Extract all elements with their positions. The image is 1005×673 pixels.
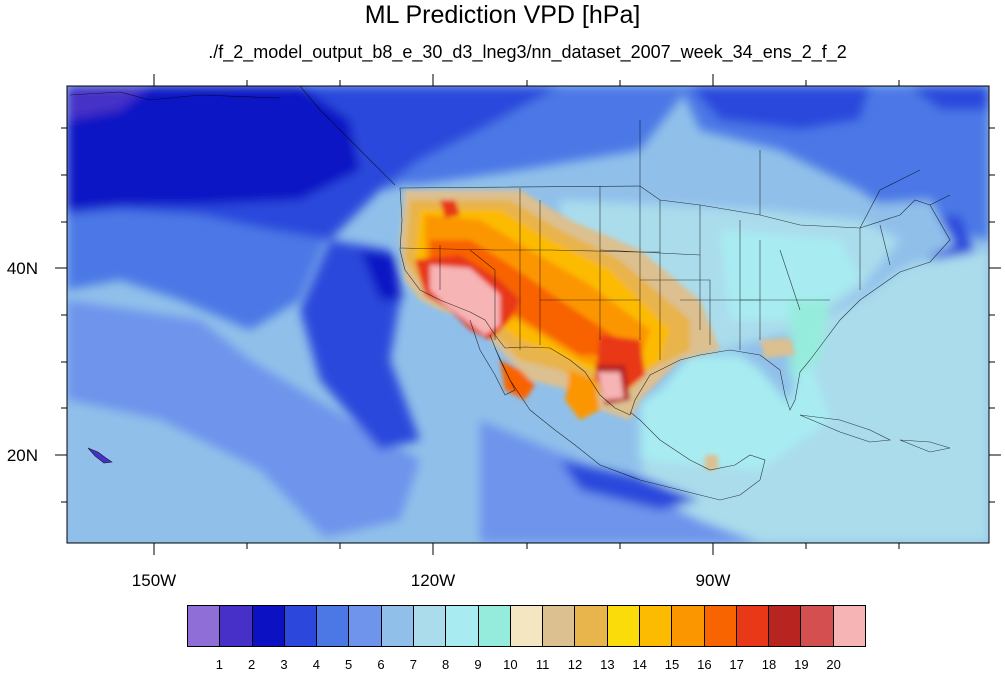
vpd-map	[55, 74, 1001, 555]
colorbar-level-label: 7	[409, 657, 417, 672]
lon-tick-label: 90W	[695, 571, 731, 590]
colorbar-level-label: 8	[442, 657, 450, 672]
colorbar-swatch	[704, 606, 737, 646]
colorbar-level-label: 2	[248, 657, 256, 672]
colorbar-swatch	[510, 606, 544, 646]
colorbar-level-label: 9	[474, 657, 482, 672]
vpd-field	[67, 86, 989, 543]
colorbar-swatch	[543, 606, 576, 646]
lon-tick-label: 150W	[131, 571, 177, 590]
colorbar-level-label: 17	[729, 657, 744, 672]
lon-tick-label: 120W	[410, 571, 456, 590]
colorbar-swatch	[317, 606, 350, 646]
colorbar-swatch	[575, 606, 608, 646]
colorbar-swatch	[252, 606, 285, 646]
colorbar-level-label: 18	[761, 657, 777, 672]
colorbar-swatch	[349, 606, 382, 646]
colorbar-swatch	[413, 606, 447, 646]
colorbar-swatch	[769, 606, 802, 646]
boundary-lines	[69, 86, 951, 501]
colorbar-level-label: 5	[345, 657, 353, 672]
colorbar-swatch	[220, 606, 253, 646]
colorbar-swatch	[188, 606, 221, 646]
colorbar-swatch	[833, 606, 865, 646]
colorbar-level-label: 6	[377, 657, 385, 672]
colorbar-swatch	[478, 606, 511, 646]
colorbar-level-label: 13	[600, 657, 615, 672]
colorbar-level-label: 12	[567, 657, 583, 672]
lat-tick-label: 20N	[6, 446, 38, 465]
colorbar-level-label: 14	[632, 657, 647, 672]
colorbar-swatch	[381, 606, 414, 646]
colorbar-swatch	[446, 606, 479, 646]
colorbar-level-label: 1	[215, 657, 223, 672]
colorbar-level-label: 3	[280, 657, 288, 672]
colorbar-level-label: 19	[794, 657, 809, 672]
colorbar	[187, 605, 866, 647]
lat-tick-label: 40N	[6, 259, 38, 278]
map-subtitle: ./f_2_model_output_b8_e_30_d3_lneg3/nn_d…	[208, 42, 847, 62]
colorbar-level-label: 10	[503, 657, 518, 672]
colorbar-swatch	[639, 606, 673, 646]
colorbar-level-label: 20	[826, 657, 841, 672]
colorbar-level-label: 16	[697, 657, 712, 672]
colorbar-level-label: 4	[312, 657, 320, 672]
colorbar-swatch	[607, 606, 640, 646]
colorbar-swatch	[672, 606, 705, 646]
colorbar-swatch	[801, 606, 834, 646]
map-title: ML Prediction VPD [hPa]	[364, 1, 641, 29]
colorbar-labels: 1 2 3 4 5 6 7 8 9 10 11 12 13 14 15 16 17 18 19 20	[187, 657, 866, 673]
colorbar-level-label: 15	[664, 657, 680, 672]
colorbar-swatch	[284, 606, 318, 646]
colorbar-level-label: 11	[535, 657, 550, 672]
colorbar-swatch	[736, 606, 770, 646]
axis-ticks	[55, 74, 1001, 555]
